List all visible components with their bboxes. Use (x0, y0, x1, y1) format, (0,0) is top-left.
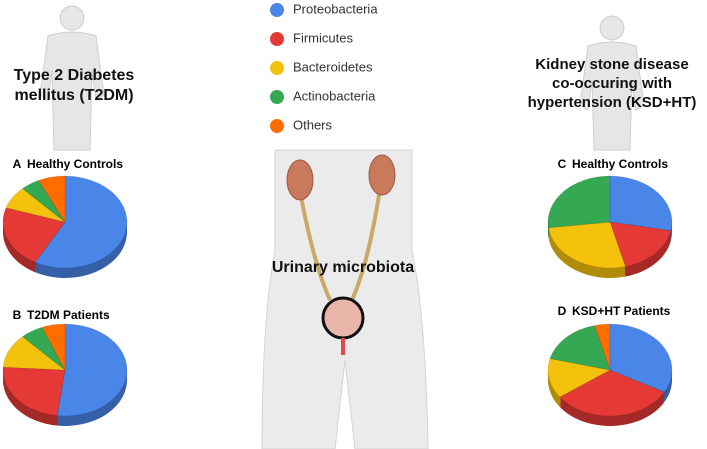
pie-slice (21, 179, 66, 223)
pie-slice (609, 221, 672, 268)
body-illustration (261, 149, 429, 449)
pie-slice (593, 323, 611, 371)
legend-label: Proteobacteria (293, 1, 378, 16)
legend-swatch (270, 119, 284, 133)
pie-slice (549, 324, 611, 371)
pie-slice (21, 326, 66, 371)
panel-label: A (13, 157, 22, 171)
legend-label: Bacteroidetes (293, 59, 373, 74)
pie-slice (2, 335, 67, 371)
chart-title: Healthy Controls (572, 157, 668, 171)
pie-slice (2, 366, 66, 417)
pie-slice (547, 221, 627, 269)
pie-slice (2, 207, 66, 263)
pie-slice (5, 187, 66, 223)
legend-label: Others (293, 117, 333, 132)
pie-slice (56, 323, 128, 417)
panel-label: C (558, 157, 567, 171)
legend-label: Actinobacteria (293, 88, 376, 103)
pie-slice (41, 323, 66, 371)
legend-label: Firmicutes (293, 30, 353, 45)
legend-swatch (270, 3, 284, 17)
pie-slice (547, 175, 611, 229)
chart-title: Healthy Controls (27, 157, 123, 171)
pie-slice (609, 175, 673, 232)
legend-swatch (270, 61, 284, 75)
group-title: Type 2 Diabetes mellitus (T2DM) (13, 67, 135, 104)
legend: Proteobacteria Firmicutes Bacteroidetes Act… (270, 1, 378, 133)
pie-slice (34, 175, 128, 269)
group-title: Kidney stone disease co-occuring with hy… (527, 56, 697, 111)
center-label: Urinary microbiota (272, 259, 414, 276)
human-silhouette (579, 15, 645, 151)
pie-slice (547, 357, 612, 398)
pie-slice (559, 369, 666, 417)
panel-label: D (558, 304, 567, 318)
legend-swatch (270, 32, 284, 46)
pie-slice (37, 175, 66, 224)
human-silhouette (39, 5, 105, 151)
panel-label: B (13, 308, 22, 322)
chart-title: KSD+HT Patients (572, 304, 671, 318)
chart-title: T2DM Patients (27, 308, 110, 322)
legend-swatch (270, 90, 284, 104)
pie-slice (609, 323, 673, 393)
